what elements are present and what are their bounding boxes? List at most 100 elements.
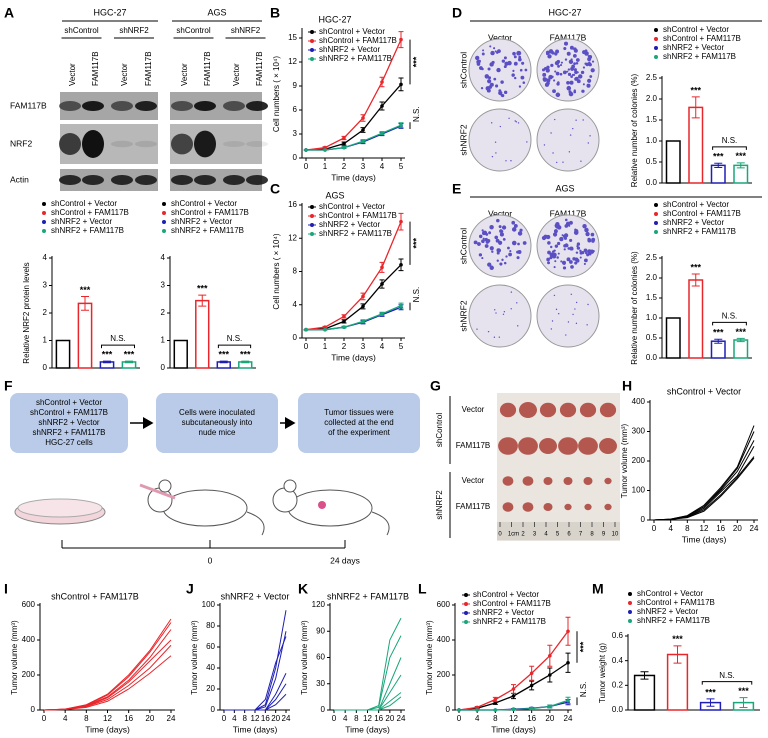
point bbox=[342, 145, 346, 150]
colony bbox=[559, 236, 564, 242]
series-line bbox=[306, 124, 402, 151]
y-tick-label: 0.2 bbox=[612, 680, 624, 689]
workflow-text: HGC-27 cells bbox=[45, 438, 93, 447]
y-tick-label: 1.5 bbox=[646, 115, 658, 124]
colony bbox=[503, 90, 508, 95]
colony bbox=[522, 81, 526, 84]
colony bbox=[572, 313, 574, 316]
y-tick-label: 400 bbox=[22, 635, 36, 644]
colony bbox=[591, 60, 595, 63]
y-tick-label: 1.0 bbox=[646, 136, 658, 145]
y-tick-label: 0.4 bbox=[612, 656, 624, 665]
colony bbox=[550, 63, 554, 67]
legend-marker bbox=[654, 37, 658, 41]
colony bbox=[566, 51, 571, 56]
x-tick-label: 24 bbox=[167, 714, 176, 723]
workflow-text: collected at the end bbox=[324, 418, 393, 427]
colony bbox=[516, 302, 518, 304]
blot-band bbox=[82, 101, 104, 111]
colony bbox=[589, 75, 593, 78]
legend-label: shControl + Vector bbox=[51, 199, 117, 208]
colony bbox=[551, 320, 554, 322]
x-tick-label: 4 bbox=[63, 714, 68, 723]
y-tick-label: 0 bbox=[321, 705, 326, 714]
y-axis-label: Cell numbers ( × 10⁴) bbox=[272, 56, 281, 132]
tumor bbox=[543, 503, 553, 511]
panel-letter: H bbox=[622, 378, 632, 394]
colony bbox=[482, 231, 486, 236]
y-tick-label: 0.5 bbox=[646, 333, 658, 342]
legend-marker bbox=[628, 619, 632, 623]
ns-label: N.S. bbox=[227, 334, 243, 343]
colony bbox=[478, 253, 483, 257]
colony bbox=[552, 254, 557, 259]
point bbox=[399, 303, 403, 308]
colony bbox=[586, 253, 590, 257]
legend-label: shNRF2 + FAM117B bbox=[319, 229, 392, 238]
tumor bbox=[584, 503, 592, 511]
workflow-box bbox=[298, 393, 420, 453]
legend-marker bbox=[162, 211, 166, 215]
tumor bbox=[539, 438, 557, 454]
colony bbox=[547, 261, 551, 265]
series-line bbox=[306, 306, 402, 331]
ruler-label: 7 bbox=[579, 532, 583, 538]
y-tick-label: 16 bbox=[288, 200, 297, 209]
legend-label: shNRF2 + Vector bbox=[319, 45, 380, 54]
colony bbox=[582, 83, 585, 86]
tumor bbox=[579, 402, 597, 418]
colony bbox=[579, 249, 582, 253]
workflow-text: shNRF2 + FAM117B bbox=[33, 428, 106, 437]
ruler-label: 8 bbox=[590, 532, 594, 538]
y-tick-label: 15 bbox=[288, 33, 297, 42]
colony bbox=[512, 69, 515, 72]
ruler-label: 1cm bbox=[508, 532, 519, 538]
y-axis-label: Tumor volume (mm³) bbox=[425, 620, 434, 695]
colony bbox=[557, 252, 560, 255]
error-bar bbox=[81, 296, 89, 311]
colony bbox=[583, 262, 586, 265]
legend-marker bbox=[464, 611, 468, 615]
point bbox=[548, 704, 552, 709]
legend-marker bbox=[162, 220, 166, 224]
colony bbox=[587, 78, 592, 83]
colony bbox=[489, 246, 494, 251]
significance-label: *** bbox=[713, 152, 724, 162]
lane-label: FAM117B bbox=[144, 51, 153, 86]
point bbox=[548, 673, 552, 677]
point bbox=[475, 705, 479, 710]
colony bbox=[496, 259, 499, 262]
tumor bbox=[583, 477, 593, 485]
point bbox=[399, 82, 403, 87]
colony bbox=[575, 258, 580, 263]
colony bbox=[573, 62, 576, 65]
y-tick-label: 12 bbox=[288, 233, 297, 242]
colony bbox=[499, 242, 502, 245]
point bbox=[493, 708, 498, 712]
legend-label: shControl + Vector bbox=[171, 199, 237, 208]
colony bbox=[499, 125, 502, 128]
blot-band bbox=[111, 101, 133, 111]
panel-letter: D bbox=[452, 5, 462, 21]
y-tick-label: 3 bbox=[293, 129, 298, 138]
y-tick-label: 60 bbox=[316, 653, 325, 662]
point bbox=[457, 708, 461, 712]
x-tick-label: 0 bbox=[457, 714, 462, 723]
lane-label: Vector bbox=[68, 63, 77, 86]
point bbox=[511, 707, 516, 712]
error-bar bbox=[691, 96, 700, 119]
colony bbox=[567, 321, 570, 323]
point bbox=[342, 319, 346, 324]
panel-letter: I bbox=[4, 581, 8, 597]
series-line bbox=[224, 693, 287, 711]
colony bbox=[556, 256, 559, 259]
point bbox=[399, 263, 403, 267]
colony bbox=[556, 59, 561, 64]
bar bbox=[77, 302, 93, 369]
point bbox=[304, 148, 308, 152]
colony bbox=[501, 225, 507, 230]
legend-marker bbox=[628, 601, 632, 605]
colony bbox=[551, 75, 554, 79]
colony bbox=[554, 223, 559, 228]
blot-band bbox=[59, 175, 81, 185]
